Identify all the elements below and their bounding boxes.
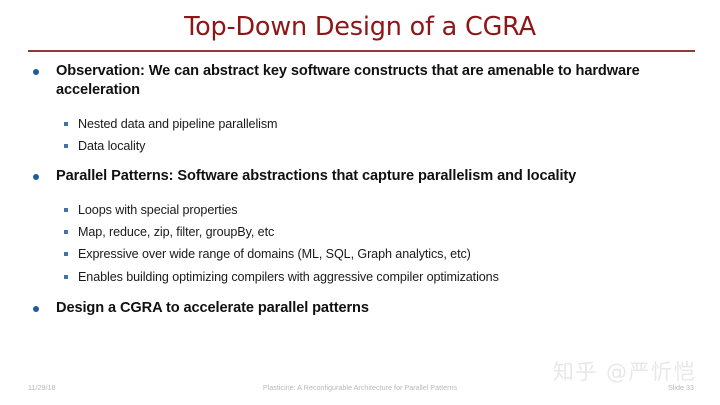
footer-slide-number: Slide 33 [668,383,694,392]
slide-footer: 11/29/18 Plasticine: A Reconfigurable Ar… [0,377,720,405]
bullet-level1: Parallel Patterns: Software abstractions… [0,167,720,186]
bullet-level2: Data locality [0,136,720,156]
bullet-level1-label: Observation: We can abstract key softwar… [56,63,640,99]
bullet-dot-icon [33,174,39,181]
bullet-level2-label: Loops with special properties [78,202,238,217]
slide-title-area: Top-Down Design of a CGRA [0,14,720,41]
bullet-square-icon [64,252,68,257]
bullet-level2: Nested data and pipeline parallelism [0,114,720,134]
bullet-level1-label: Parallel Patterns: Software abstractions… [56,168,577,185]
bullet-level1: Design a CGRA to accelerate parallel pat… [0,299,720,318]
bullet-dot-icon [33,306,39,313]
bullet-level2: Enables building optimizing compilers wi… [0,267,720,287]
bullet-level2-label: Nested data and pipeline parallelism [78,116,278,131]
bullet-level2-label: Map, reduce, zip, filter, groupBy, etc [78,224,275,239]
footer-date: 11/29/18 [28,383,56,392]
bullet-level2-label: Enables building optimizing compilers wi… [78,269,499,284]
spacer [0,189,720,198]
spacer [0,287,720,299]
bullet-level2: Expressive over wide range of domains (M… [0,244,720,264]
bullet-dot-icon [33,69,39,75]
slide-body: Observation: We can abstract key softwar… [0,62,720,320]
zhihu-watermark: 知乎 @严忻恺 [552,360,696,384]
bullet-square-icon [64,207,68,212]
page-title: Top-Down Design of a CGRA [184,12,536,42]
bullet-level2-label: Expressive over wide range of domains (M… [78,247,471,262]
bullet-square-icon [64,121,68,126]
bullet-square-icon [64,274,68,279]
bullet-square-icon [64,229,68,234]
bullet-level1: Observation: We can abstract key softwar… [0,62,720,101]
bullet-group-2: Parallel Patterns: Software abstractions… [0,167,720,287]
title-divider [28,50,695,52]
spacer [0,156,720,167]
footer-deck-title: Plasticine: A Reconfigurable Architectur… [262,383,458,392]
spacer [0,103,720,112]
bullet-level2: Loops with special properties [0,200,720,220]
bullet-level1-label: Design a CGRA to accelerate parallel pat… [56,300,369,317]
bullet-level2-label: Data locality [78,138,146,153]
bullet-group-1: Observation: We can abstract key softwar… [0,62,720,156]
bullet-square-icon [64,143,68,148]
bullet-group-3: Design a CGRA to accelerate parallel pat… [0,299,720,318]
bullet-level2: Map, reduce, zip, filter, groupBy, etc [0,222,720,242]
